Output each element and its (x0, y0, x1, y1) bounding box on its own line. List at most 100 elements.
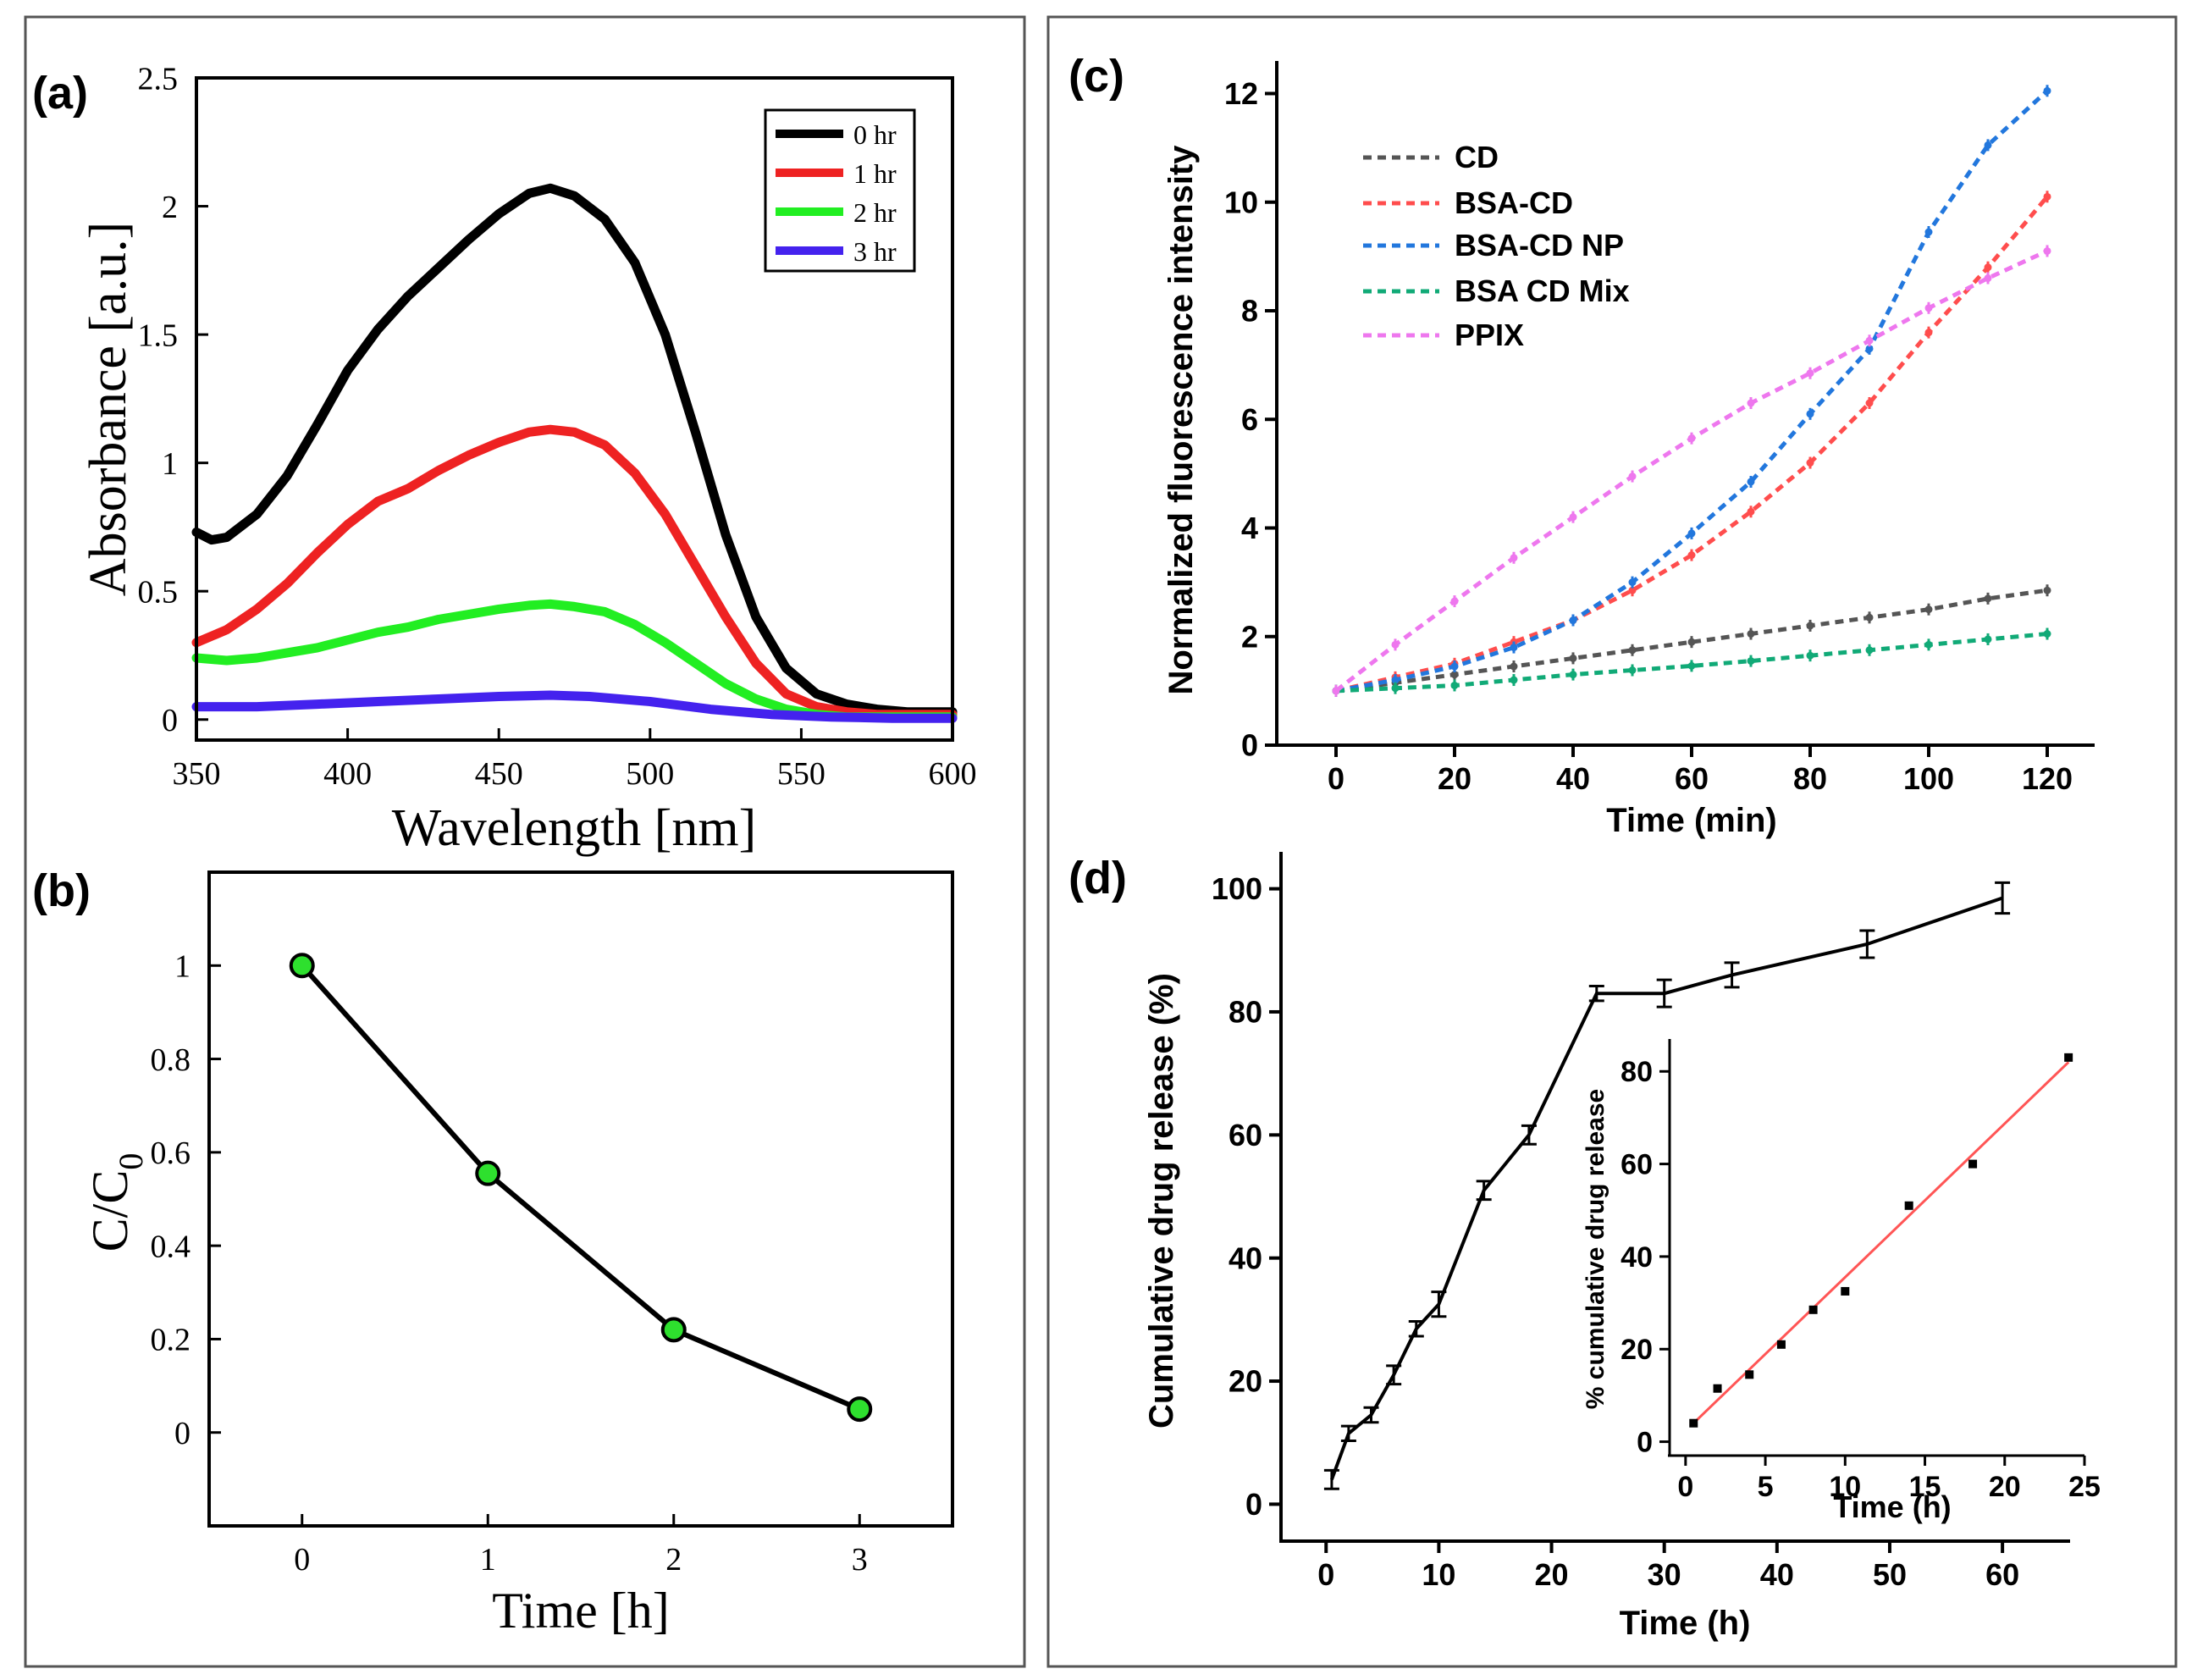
ylabel-b-sub: 0 (112, 1153, 150, 1170)
plot-a-data (191, 183, 958, 723)
inset-d-ytick-label: 80 (1621, 1056, 1653, 1088)
plot-b-ytick-label: 0.2 (151, 1323, 191, 1358)
series-c-4-point (1391, 640, 1400, 649)
inset-d-point (1713, 1384, 1722, 1393)
series-c-4-point (1628, 472, 1637, 481)
plot-d-xtick-label: 10 (1422, 1557, 1455, 1592)
series-c-4-point (1865, 336, 1874, 345)
plot-a-frame (195, 76, 954, 742)
series-c-3-point (1747, 657, 1755, 666)
inset-d-ytick-label: 20 (1621, 1334, 1653, 1366)
inset-d-point (1745, 1370, 1754, 1379)
inset-d: 0 5 10 15 20 25 0 20 40 60 80 Time (h) % cumulativ… (1582, 1039, 2101, 1524)
inset-d-point (1808, 1305, 1818, 1314)
series-c-4-line (1334, 249, 2049, 693)
plot-b-ytick-label: 0 (174, 1416, 190, 1451)
panel-label-d: (d) (1068, 853, 1127, 904)
series-b-point (847, 1396, 873, 1423)
legend-a-label-3: 3 hr (853, 236, 897, 267)
series-c-3-point (1806, 651, 1814, 660)
xlabel-d: Time (h) (1620, 1605, 1751, 1642)
series-c-2-point (1747, 478, 1755, 486)
series-c-3-point (1687, 661, 1696, 670)
plot-c-xtick-label: 80 (1793, 761, 1827, 796)
series-a-0-line (191, 183, 958, 717)
series-c-2-point (1865, 345, 1874, 353)
series-c-0-point (1806, 622, 1814, 630)
inset-d-ytick-label: 40 (1621, 1241, 1653, 1274)
plot-c-ytick-label: 2 (1241, 619, 1258, 654)
legend-a-label-1: 1 hr (853, 158, 897, 189)
series-c-3-point (1450, 681, 1459, 689)
ylabel-a: Absorbance [a.u.] (80, 222, 137, 596)
plot-c-xtick-label: 20 (1438, 761, 1471, 796)
series-c-4-point (1569, 513, 1577, 522)
ylabel-b: C/C0 (82, 1153, 150, 1252)
plot-c-ytick-label: 0 (1241, 728, 1258, 763)
series-c-1-point (1924, 329, 1933, 337)
inset-d-ytick-label: 60 (1621, 1149, 1653, 1181)
series-c-2-point (1806, 410, 1814, 418)
series-c-2-point (1569, 616, 1577, 625)
inset-d-point (1689, 1418, 1698, 1428)
series-c-1-point (1628, 586, 1637, 594)
plot-b-data (289, 953, 873, 1423)
svg-text:C/C0: C/C0 (82, 1153, 150, 1252)
ylabel-b-main: C/C (82, 1170, 138, 1252)
series-c-4-point (1806, 369, 1814, 378)
inset-d-ytick-label: 0 (1637, 1427, 1653, 1459)
series-c-2-point (1628, 578, 1637, 587)
series-c-0-point (1628, 646, 1637, 655)
plot-a-ticks: 350 400 450 500 550 600 0 0.5 1 1.5 2 2.5 (138, 61, 977, 792)
inset-d-xtick-label: 15 (1909, 1471, 1941, 1503)
legend-c: CD BSA-CD BSA-CD NP BSA CD Mix PPIX (1363, 140, 1630, 352)
series-c-1-point (1747, 507, 1755, 516)
plot-c-xtick-label: 100 (1903, 761, 1954, 796)
series-c-1-point (2043, 192, 2051, 201)
series-c-4-point (1984, 274, 1992, 283)
panel-a: (a) 350 400 450 500 550 600 0 0.5 1 1.5 2 2.5 0 hr … (32, 61, 977, 857)
plot-d-ytick-label: 0 (1245, 1487, 1262, 1522)
plot-c-ytick-label: 12 (1224, 76, 1258, 111)
series-c-2-point (1984, 141, 1992, 149)
plot-d-xtick-label: 20 (1535, 1557, 1569, 1592)
legend-c-label-2: BSA-CD NP (1455, 228, 1624, 262)
xlabel-c: Time (min) (1606, 802, 1777, 839)
legend-a: 0 hr 1 hr 2 hr 3 hr (764, 108, 916, 273)
plot-d-ytick-label: 20 (1229, 1364, 1262, 1399)
series-c-3-point (1865, 646, 1874, 655)
plot-a-ytick-label: 0.5 (138, 575, 179, 611)
plot-c-xtick-label: 40 (1556, 761, 1590, 796)
ylabel-c: Normalized fluorescence intensity (1162, 145, 1200, 695)
plot-d-data (1323, 881, 2011, 1490)
inset-d-xtick-label: 25 (2068, 1471, 2101, 1503)
series-c-0-point (1450, 671, 1459, 679)
inset-d-ylabel: % cumulative drug release (1582, 1089, 1609, 1410)
panel-label-c: (c) (1068, 51, 1124, 102)
plot-d-ytick-label: 40 (1229, 1241, 1262, 1275)
inset-d-point (1904, 1201, 1913, 1210)
plot-c-ytick-label: 8 (1241, 294, 1258, 329)
legend-a-label-0: 0 hr (853, 119, 897, 150)
inset-d-xtick-label: 10 (1829, 1471, 1861, 1503)
series-c-4-point (1687, 434, 1696, 443)
plot-c-xtick-label: 120 (2022, 761, 2073, 796)
series-c-2-point (1391, 676, 1400, 684)
series-c-4-point (1450, 597, 1459, 605)
plot-d-xtick-label: 40 (1760, 1557, 1794, 1592)
series-c-0-point (2043, 586, 2051, 594)
plot-a-xtick-label: 600 (929, 756, 977, 792)
plot-d-xtick-label: 30 (1648, 1557, 1681, 1592)
series-c-0-point (1747, 630, 1755, 638)
legend-a-label-2: 2 hr (853, 197, 897, 228)
series-c-0-point (1924, 605, 1933, 614)
plot-b-ytick-label: 0.6 (151, 1136, 191, 1171)
inset-d-xtick-label: 0 (1677, 1471, 1693, 1503)
plot-c-ticks: 0 20 40 60 80 100 120 0 2 4 6 8 10 12 (1224, 76, 2073, 796)
right-panel-frame (1046, 15, 2178, 1668)
plot-d-ytick-label: 80 (1229, 995, 1262, 1030)
plot-a-ytick-label: 1 (162, 446, 178, 482)
inset-d-point (1776, 1340, 1786, 1349)
